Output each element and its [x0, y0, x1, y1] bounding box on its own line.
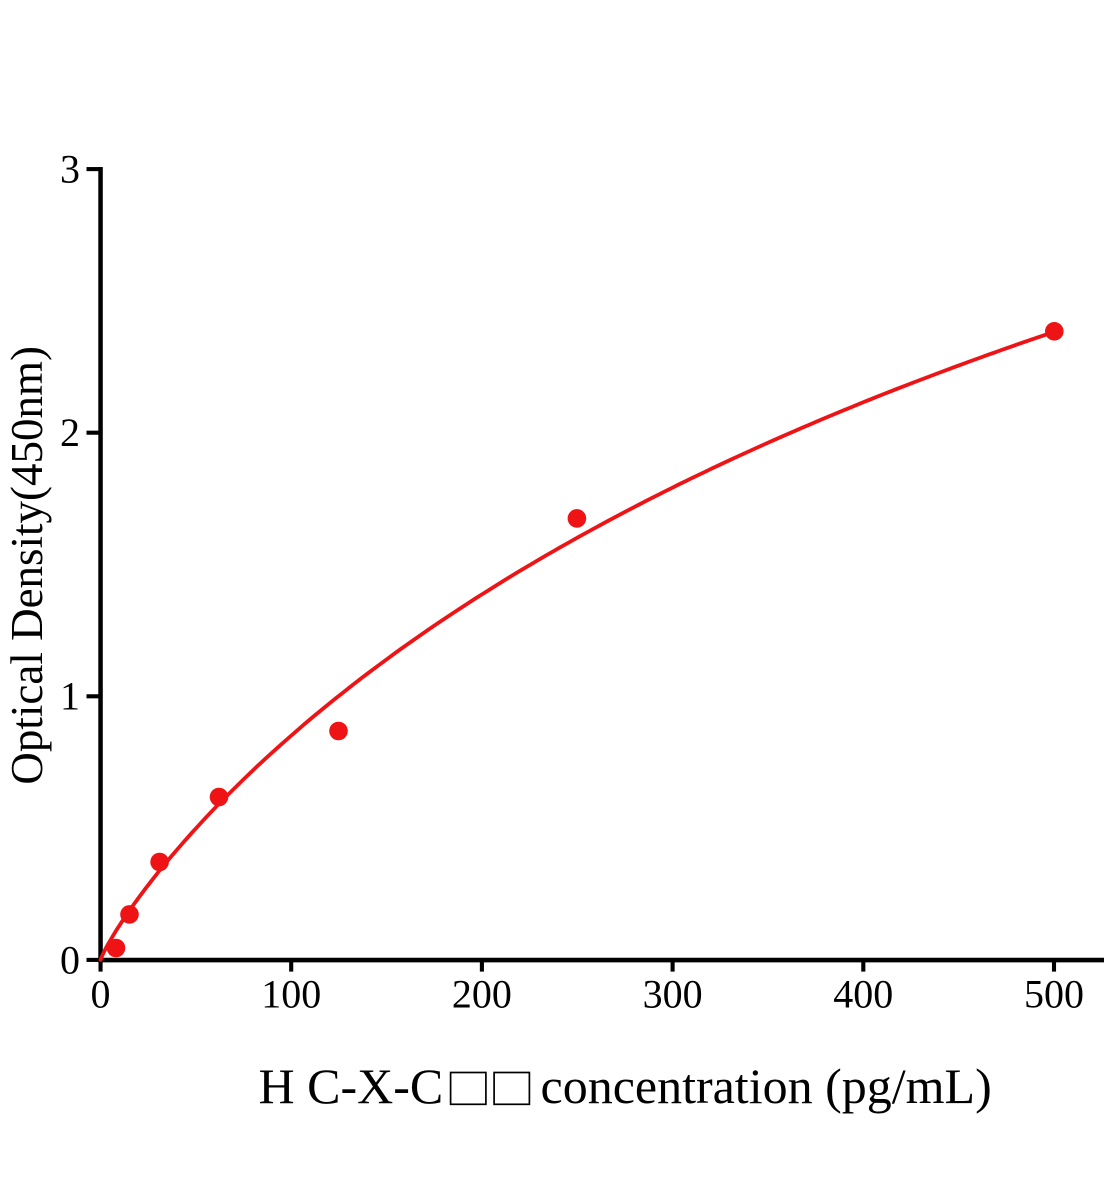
- svg-text:100: 100: [261, 972, 321, 1017]
- svg-text:concentration (pg/mL): concentration (pg/mL): [541, 1058, 992, 1114]
- svg-text:0: 0: [60, 937, 80, 982]
- svg-text:400: 400: [833, 972, 893, 1017]
- svg-text:H C-X-C: H C-X-C: [259, 1058, 444, 1114]
- svg-text:300: 300: [643, 972, 703, 1017]
- svg-text:2: 2: [60, 410, 80, 455]
- svg-text:0: 0: [91, 972, 111, 1017]
- svg-text:1: 1: [60, 674, 80, 719]
- svg-text:200: 200: [452, 972, 512, 1017]
- svg-text:500: 500: [1024, 972, 1084, 1017]
- svg-text:3: 3: [60, 147, 80, 192]
- svg-text:Optical Density(450nm): Optical Density(450nm): [2, 346, 52, 785]
